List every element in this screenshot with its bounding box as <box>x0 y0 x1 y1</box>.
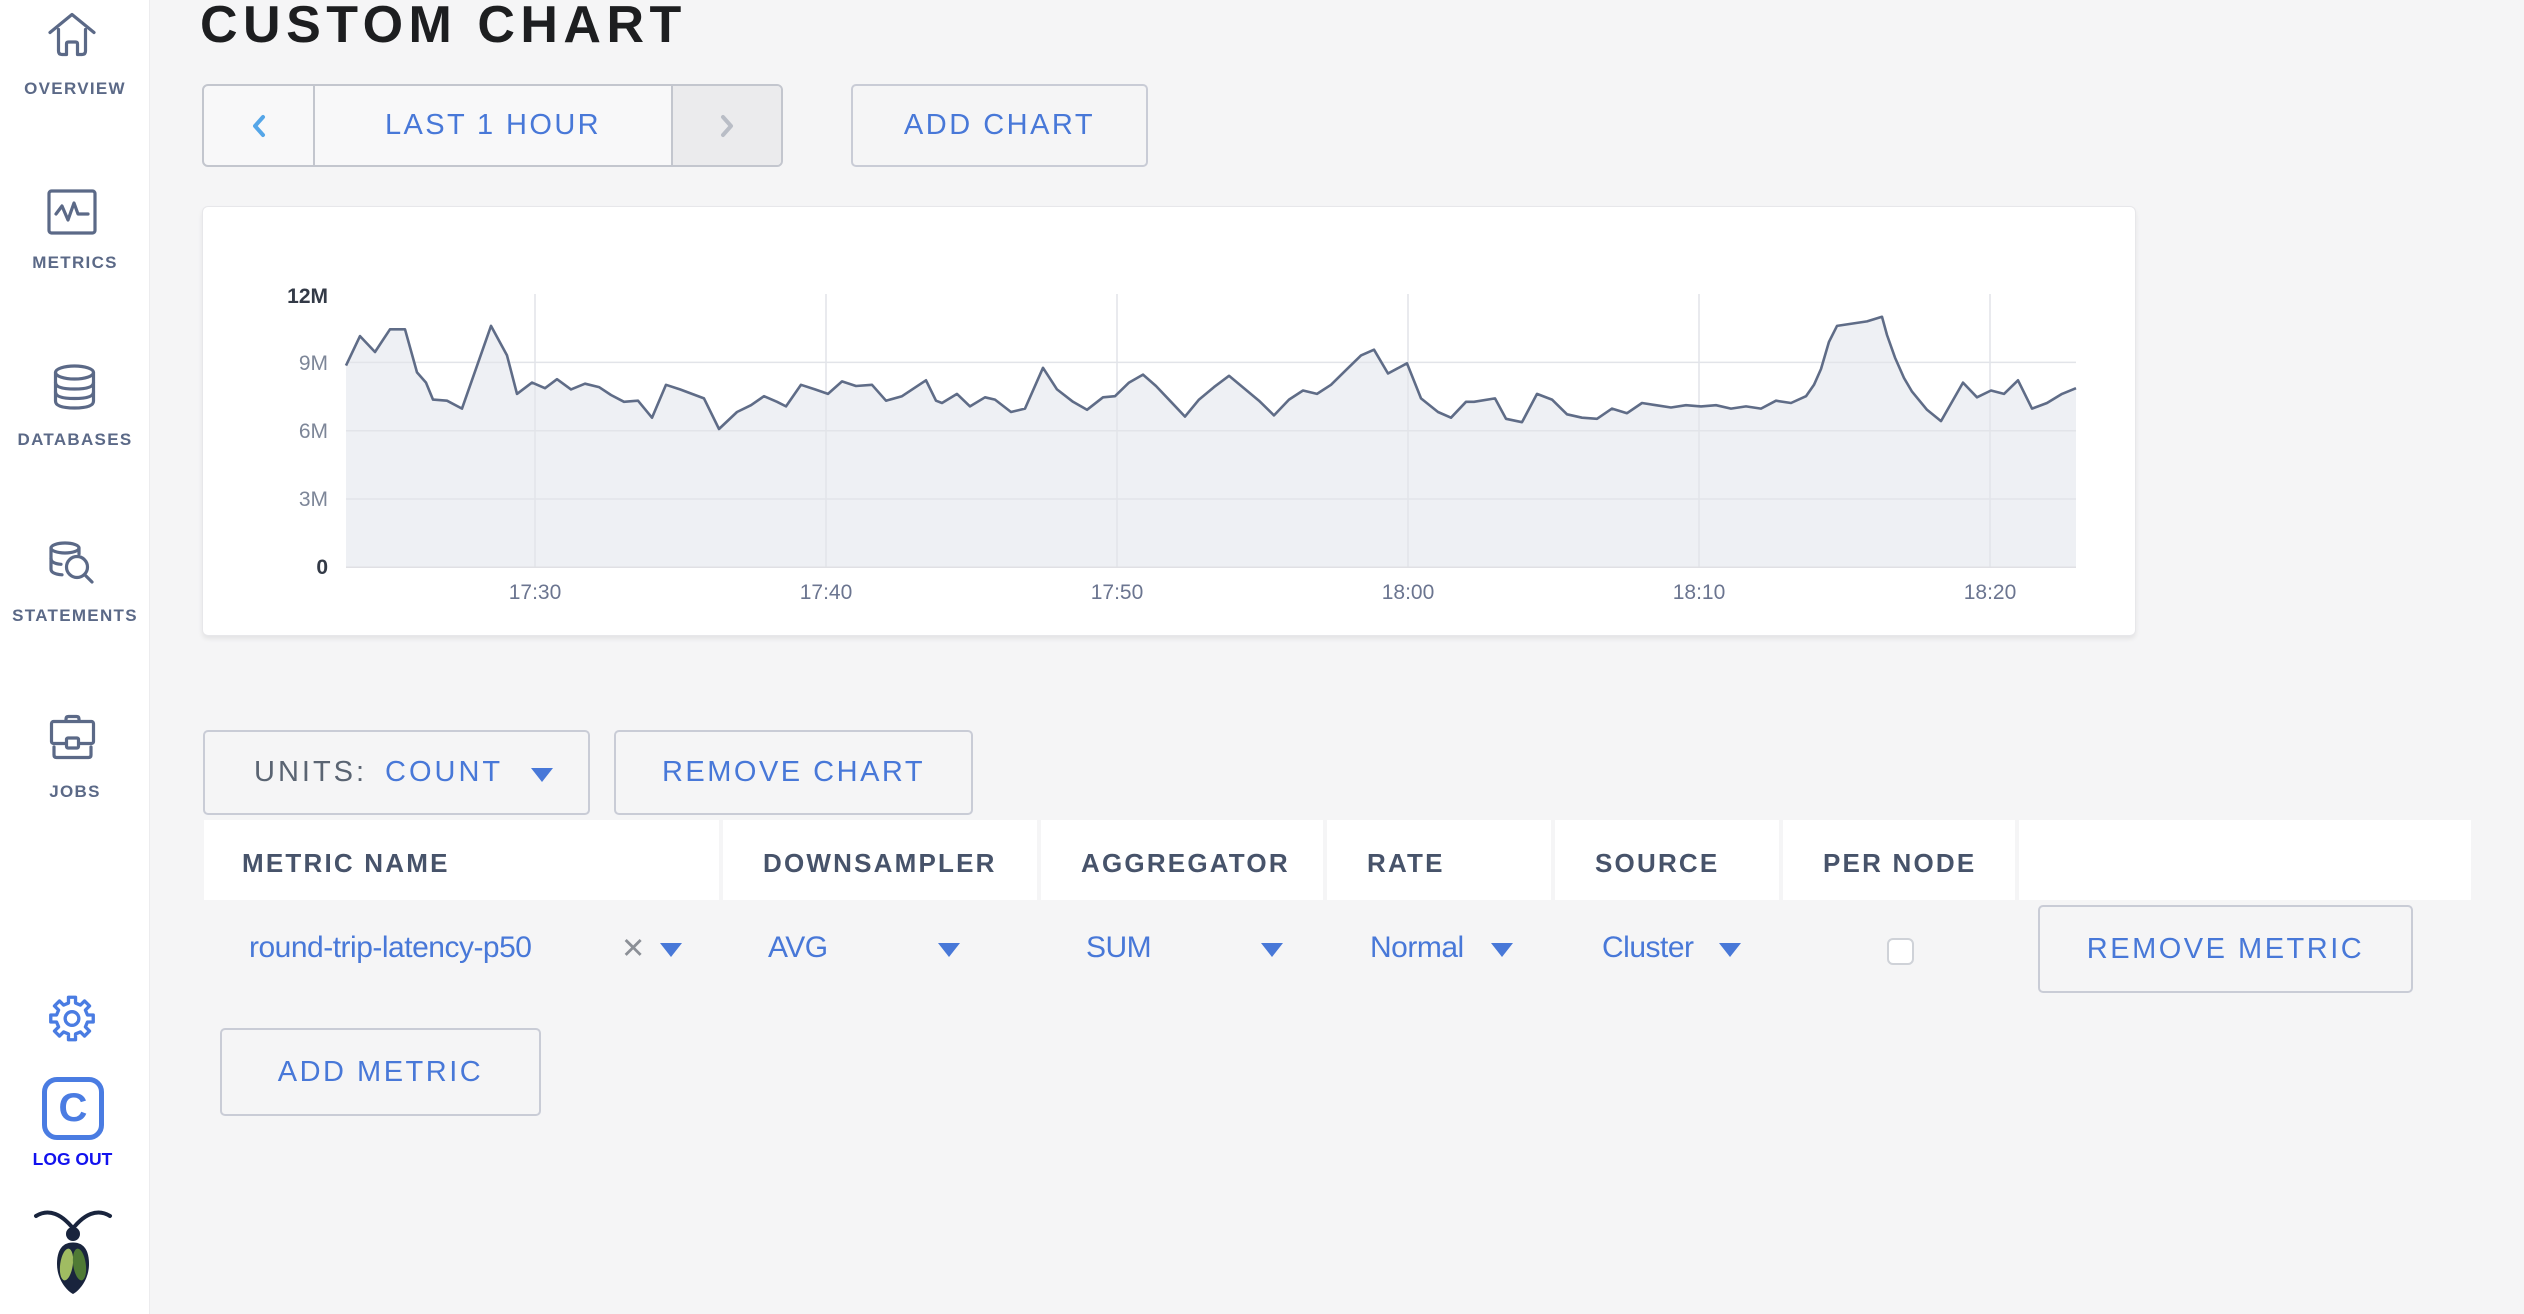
svg-text:17:50: 17:50 <box>1091 581 1144 604</box>
svg-text:18:00: 18:00 <box>1382 581 1435 604</box>
svg-text:6M: 6M <box>299 420 328 443</box>
svg-text:9M: 9M <box>299 352 328 375</box>
svg-text:3M: 3M <box>299 488 328 511</box>
svg-text:18:20: 18:20 <box>1964 581 2017 604</box>
svg-text:17:30: 17:30 <box>509 581 562 604</box>
svg-text:18:10: 18:10 <box>1673 581 1726 604</box>
svg-text:0: 0 <box>316 556 328 579</box>
svg-text:12M: 12M <box>287 285 328 308</box>
svg-text:17:40: 17:40 <box>800 581 853 604</box>
